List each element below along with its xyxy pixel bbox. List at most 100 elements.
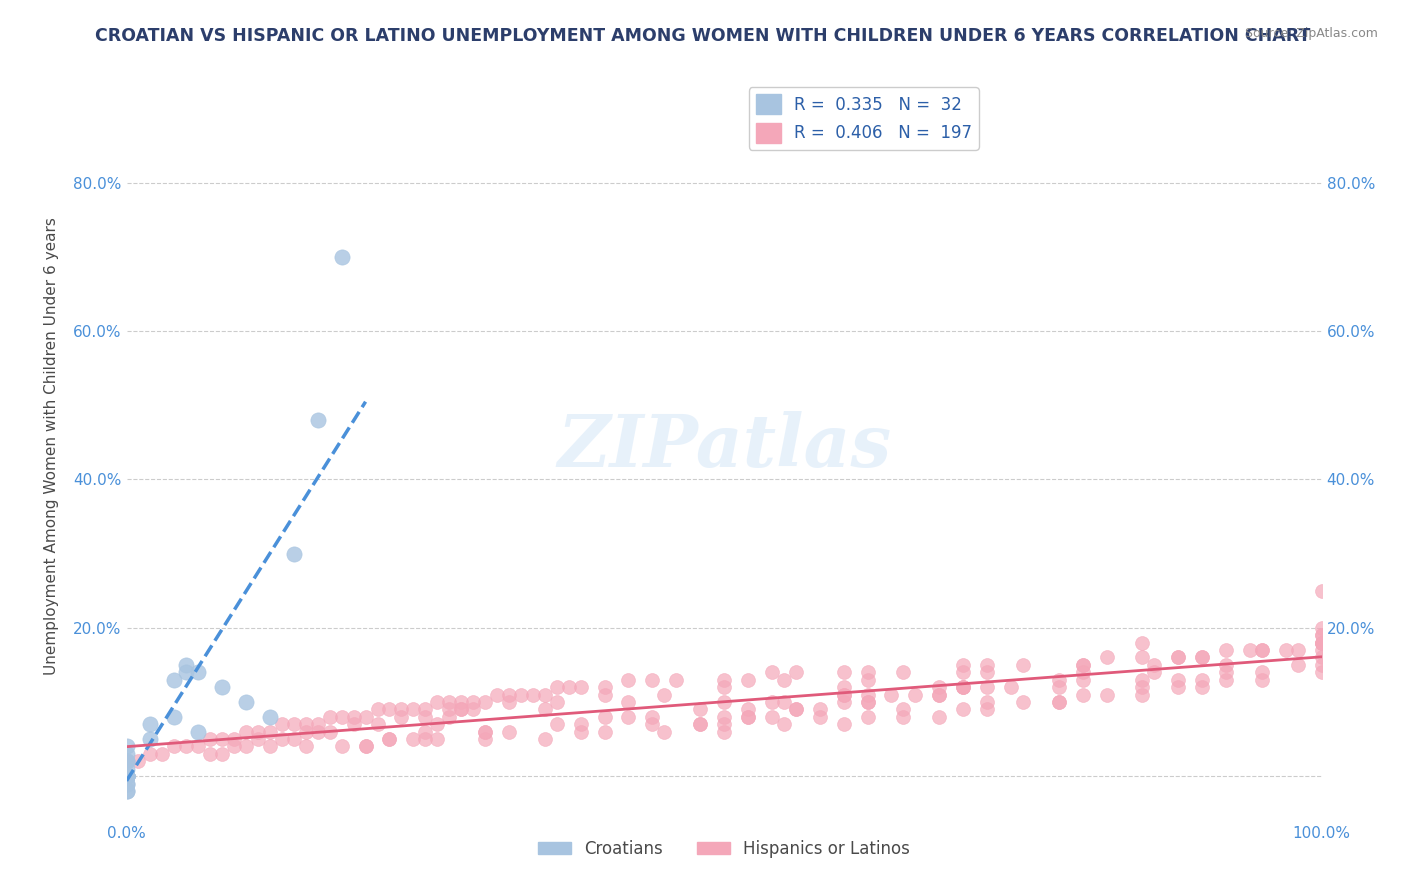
Point [713, 673, 735, 687]
Point [832, 688, 855, 702]
Point [737, 710, 759, 724]
Point [1167, 680, 1189, 694]
Point [1310, 621, 1333, 635]
Point [115, 769, 138, 783]
Point [1310, 635, 1333, 649]
Point [307, 724, 329, 739]
Point [366, 702, 388, 716]
Point [1191, 650, 1213, 665]
Point [1310, 643, 1333, 657]
Point [1071, 657, 1094, 672]
Point [1000, 680, 1022, 694]
Point [1095, 688, 1118, 702]
Point [115, 747, 138, 761]
Point [1191, 680, 1213, 694]
Point [474, 732, 496, 747]
Point [474, 724, 496, 739]
Point [1130, 673, 1153, 687]
Point [115, 769, 138, 783]
Point [593, 710, 616, 724]
Point [856, 695, 879, 709]
Point [330, 250, 353, 264]
Point [761, 695, 783, 709]
Point [187, 665, 209, 680]
Point [773, 673, 796, 687]
Point [713, 695, 735, 709]
Point [1167, 650, 1189, 665]
Point [115, 769, 138, 783]
Point [1167, 650, 1189, 665]
Point [593, 680, 616, 694]
Point [115, 769, 138, 783]
Point [546, 695, 568, 709]
Point [235, 695, 257, 709]
Point [150, 747, 174, 761]
Point [1286, 657, 1309, 672]
Point [211, 680, 233, 694]
Point [1130, 650, 1153, 665]
Point [439, 695, 461, 709]
Point [689, 717, 711, 731]
Point [737, 673, 759, 687]
Point [211, 747, 233, 761]
Point [187, 739, 209, 754]
Point [413, 702, 436, 716]
Point [1071, 688, 1094, 702]
Point [115, 762, 138, 776]
Point [283, 547, 305, 561]
Point [546, 717, 568, 731]
Point [1310, 657, 1333, 672]
Point [174, 739, 197, 754]
Point [294, 717, 316, 731]
Point [115, 769, 138, 783]
Point [115, 784, 138, 798]
Point [1071, 673, 1094, 687]
Point [402, 732, 425, 747]
Point [856, 665, 879, 680]
Point [270, 732, 294, 747]
Point [1310, 635, 1333, 649]
Point [952, 680, 974, 694]
Point [832, 688, 855, 702]
Point [891, 702, 914, 716]
Point [832, 695, 855, 709]
Point [1215, 657, 1237, 672]
Point [533, 702, 555, 716]
Point [785, 665, 807, 680]
Point [307, 413, 329, 427]
Point [569, 724, 592, 739]
Point [652, 688, 675, 702]
Point [259, 739, 281, 754]
Point [139, 732, 162, 747]
Point [474, 695, 496, 709]
Point [283, 717, 305, 731]
Point [1250, 643, 1272, 657]
Point [426, 695, 449, 709]
Point [343, 710, 366, 724]
Point [115, 754, 138, 768]
Point [856, 688, 879, 702]
Point [366, 717, 388, 731]
Point [891, 710, 914, 724]
Point [617, 695, 640, 709]
Point [1215, 673, 1237, 687]
Point [378, 702, 401, 716]
Point [1071, 657, 1094, 672]
Point [247, 724, 270, 739]
Point [976, 665, 998, 680]
Point [713, 717, 735, 731]
Point [330, 739, 353, 754]
Point [976, 657, 998, 672]
Point [450, 702, 472, 716]
Point [115, 784, 138, 798]
Point [976, 680, 998, 694]
Point [247, 732, 270, 747]
Point [1310, 628, 1333, 642]
Point [1130, 635, 1153, 649]
Point [115, 754, 138, 768]
Point [952, 680, 974, 694]
Point [928, 710, 950, 724]
Point [115, 769, 138, 783]
Point [1250, 665, 1272, 680]
Point [928, 688, 950, 702]
